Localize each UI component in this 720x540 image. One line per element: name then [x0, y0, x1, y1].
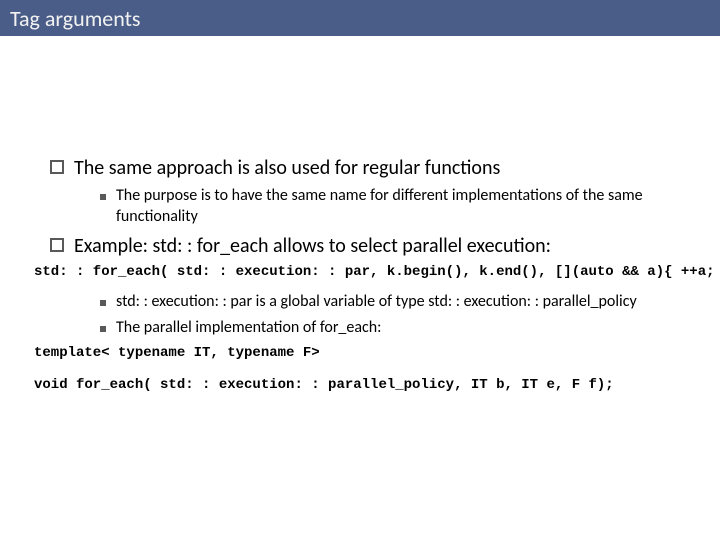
bullet-text: The same approach is also used for regul… — [74, 156, 500, 180]
bullet-text: std: : execution: : par is a global vari… — [116, 292, 637, 313]
square-dot-icon — [100, 300, 106, 306]
square-dot-icon — [100, 194, 106, 200]
square-bullet-icon — [50, 160, 64, 174]
bullet-level2: The purpose is to have the same name for… — [30, 186, 690, 228]
bullet-text: The parallel implementation of for_each: — [116, 318, 381, 339]
code-line: std: : for_each( std: : execution: : par… — [30, 264, 690, 280]
bullet-level2: std: : execution: : par is a global vari… — [30, 292, 690, 313]
square-bullet-icon — [50, 238, 64, 252]
title-bar: Tag arguments — [0, 0, 720, 36]
bullet-level1: Example: std: : for_each allows to selec… — [30, 234, 690, 258]
bullet-level1: The same approach is also used for regul… — [30, 156, 690, 180]
code-line: template< typename IT, typename F> — [30, 345, 690, 361]
square-dot-icon — [100, 326, 106, 332]
slide-content: The same approach is also used for regul… — [0, 36, 720, 393]
bullet-text: Example: std: : for_each allows to selec… — [74, 234, 551, 258]
code-line: void for_each( std: : execution: : paral… — [30, 377, 690, 393]
bullet-level2: The parallel implementation of for_each: — [30, 318, 690, 339]
bullet-text: The purpose is to have the same name for… — [116, 186, 670, 228]
title-text: Tag arguments — [10, 5, 141, 32]
